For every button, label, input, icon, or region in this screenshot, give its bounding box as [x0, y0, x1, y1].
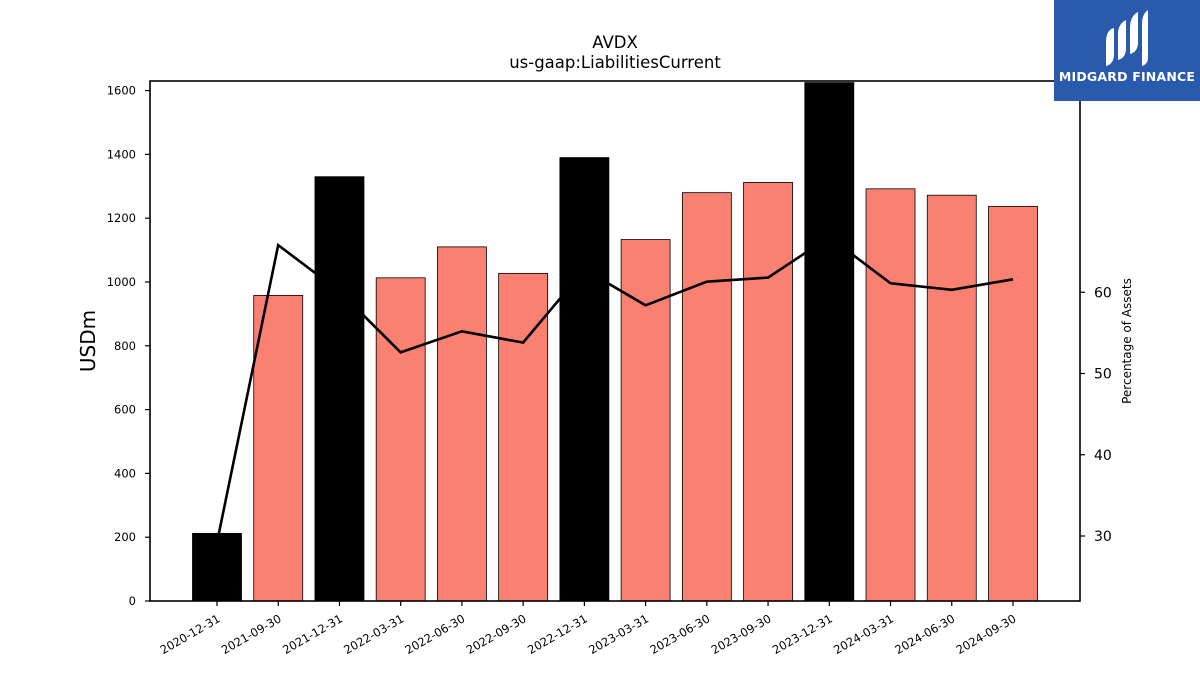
bar	[498, 272, 549, 602]
x-tick-label: 2020-12-31	[158, 611, 223, 657]
bar	[865, 188, 916, 602]
x-tick-label: 2021-09-30	[219, 611, 284, 657]
bar	[681, 192, 732, 602]
x-tick-label: 2024-06-30	[892, 611, 957, 657]
y-tick-label: 200	[114, 530, 136, 544]
x-tick-label: 2022-09-30	[464, 611, 529, 657]
bar	[804, 82, 855, 602]
bar	[314, 176, 365, 602]
x-tick-label: 2023-09-30	[709, 611, 774, 657]
y-tick-label: 1200	[107, 211, 136, 225]
y-tick-label: 1600	[107, 84, 136, 98]
y2-tick-label: 60	[1094, 285, 1112, 301]
bar	[253, 294, 304, 602]
plot-frame	[149, 80, 1081, 602]
bar	[437, 246, 487, 602]
bar	[926, 194, 977, 602]
percentage-line	[215, 235, 1014, 543]
x-tick-label: 2024-03-31	[831, 611, 896, 657]
y-tick-label: 1000	[107, 275, 136, 289]
y2-axis-label: Percentage of Assets	[1120, 278, 1134, 404]
midgard-finance-logo: MIDGARD FINANCE	[1054, 0, 1200, 101]
chart-title: AVDX	[592, 33, 638, 52]
logo-text: MIDGARD FINANCE	[1058, 69, 1196, 84]
x-tick-label: 2023-03-31	[586, 611, 651, 657]
x-tick-label: 2022-03-31	[341, 611, 406, 657]
bar	[988, 205, 1038, 602]
y-tick-label: 1400	[107, 147, 136, 161]
y2-tick-label: 50	[1094, 367, 1112, 383]
bar	[559, 157, 610, 602]
bar	[375, 277, 426, 602]
chart-subtitle: us-gaap:LiabilitiesCurrent	[509, 53, 721, 72]
x-tick-label: 2021-12-31	[280, 611, 345, 657]
y-tick-label: 600	[114, 403, 136, 417]
x-tick-label: 2022-12-31	[525, 611, 590, 657]
bar	[192, 532, 242, 602]
x-tick-label: 2024-09-30	[954, 611, 1019, 657]
y-tick-label: 0	[129, 594, 136, 608]
x-tick-label: 2022-06-30	[403, 611, 468, 657]
y2-tick-label: 40	[1094, 448, 1112, 464]
y-tick-label: 400	[114, 466, 136, 480]
logo-mark-icon	[1106, 10, 1148, 66]
bar	[743, 182, 793, 602]
y-axis-label: USDm	[76, 310, 100, 372]
y2-tick-label: 30	[1094, 529, 1112, 545]
y-tick-label: 800	[114, 339, 136, 353]
x-tick-label: 2023-06-30	[647, 611, 712, 657]
x-tick-label: 2023-12-31	[770, 611, 835, 657]
